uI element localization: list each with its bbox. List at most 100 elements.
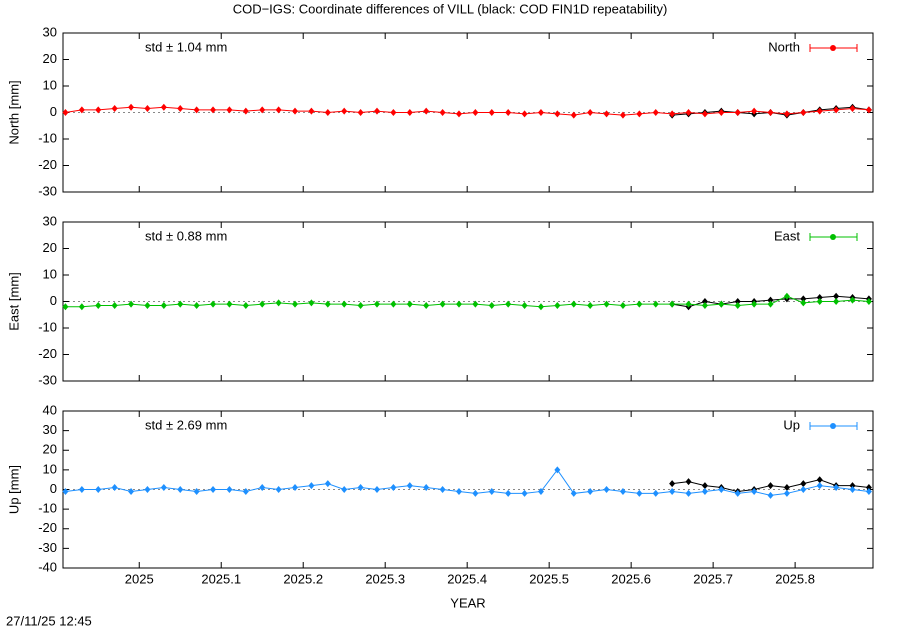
data-point	[570, 300, 577, 308]
data-point	[833, 292, 840, 300]
data-point	[226, 486, 233, 493]
data-point	[833, 298, 840, 305]
data-point	[275, 299, 282, 307]
data-point	[488, 109, 495, 116]
data-point	[685, 489, 692, 497]
x-tick-label: 2025.8	[775, 571, 815, 586]
y-axis-label: North [mm]	[6, 80, 21, 144]
data-point	[144, 301, 151, 309]
x-tick-label: 2025.7	[693, 571, 733, 586]
data-point	[259, 484, 266, 492]
data-point	[849, 296, 856, 304]
data-point	[718, 109, 725, 116]
data-point	[849, 486, 856, 493]
data-point	[62, 303, 69, 311]
data-point	[390, 300, 397, 308]
data-point	[816, 298, 823, 305]
data-point	[685, 300, 692, 308]
data-point	[488, 301, 495, 309]
series-line	[65, 469, 869, 496]
legend-marker	[830, 234, 836, 240]
data-point	[505, 109, 512, 116]
y-tick-label: 0	[50, 104, 57, 119]
data-point	[472, 489, 479, 497]
data-point	[833, 484, 840, 492]
legend-marker	[830, 45, 836, 51]
x-tick-label: 2025.3	[365, 571, 405, 586]
data-point	[767, 296, 774, 304]
data-point	[78, 303, 85, 311]
x-tick-label: 2025.1	[201, 571, 241, 586]
data-point	[865, 484, 872, 492]
data-point	[177, 486, 184, 493]
data-point	[210, 486, 217, 493]
data-point	[587, 109, 594, 116]
data-point	[357, 484, 364, 492]
data-point	[406, 300, 413, 308]
data-point	[751, 487, 758, 495]
data-point	[177, 105, 184, 113]
data-point	[390, 484, 397, 492]
data-point	[734, 301, 741, 309]
y-tick-label: 0	[50, 293, 57, 308]
data-point	[669, 487, 676, 495]
data-point	[160, 301, 167, 309]
data-point	[210, 106, 217, 114]
data-point	[488, 487, 495, 495]
data-point	[685, 478, 692, 486]
data-point	[357, 109, 364, 116]
data-point	[619, 301, 626, 309]
data-point	[357, 301, 364, 309]
legend-label: North	[768, 39, 800, 54]
data-point	[800, 486, 807, 493]
data-point	[669, 110, 676, 118]
data-point	[292, 300, 299, 308]
data-point	[783, 110, 790, 118]
series-line	[65, 106, 869, 116]
y-tick-label: -20	[38, 520, 57, 535]
data-point	[341, 107, 348, 115]
data-point	[701, 110, 708, 118]
data-point	[292, 484, 299, 492]
data-point	[701, 487, 708, 495]
data-point	[308, 482, 315, 490]
data-point	[554, 110, 561, 118]
data-point	[603, 300, 610, 308]
data-point	[62, 487, 69, 495]
y-tick-label: 30	[43, 24, 57, 39]
data-point	[603, 110, 610, 118]
x-tick-label: 2025.2	[283, 571, 323, 586]
data-point	[816, 294, 823, 302]
data-point	[111, 484, 118, 492]
y-tick-label: -20	[38, 157, 57, 172]
y-axis-label: East [mm]	[6, 272, 21, 331]
data-point	[210, 300, 217, 308]
y-tick-label: -30	[38, 540, 57, 555]
data-point	[554, 301, 561, 309]
y-tick-label: -30	[38, 183, 57, 198]
data-point	[373, 107, 380, 115]
data-point	[292, 107, 299, 115]
y-tick-label: -10	[38, 319, 57, 334]
data-point	[800, 299, 807, 307]
data-point	[537, 109, 544, 116]
data-point	[128, 487, 135, 495]
data-point	[259, 106, 266, 114]
data-point	[669, 480, 676, 488]
data-point	[570, 489, 577, 497]
data-point	[521, 301, 528, 309]
data-point	[783, 484, 790, 492]
data-point	[472, 300, 479, 308]
data-point	[242, 107, 249, 115]
data-point	[242, 487, 249, 495]
data-point	[95, 106, 102, 114]
data-point	[800, 480, 807, 488]
y-tick-label: 0	[50, 481, 57, 496]
data-point	[78, 486, 85, 493]
data-point	[423, 107, 430, 115]
data-point	[226, 300, 233, 308]
data-point	[849, 482, 856, 490]
data-point	[455, 110, 462, 118]
data-point	[324, 109, 331, 116]
